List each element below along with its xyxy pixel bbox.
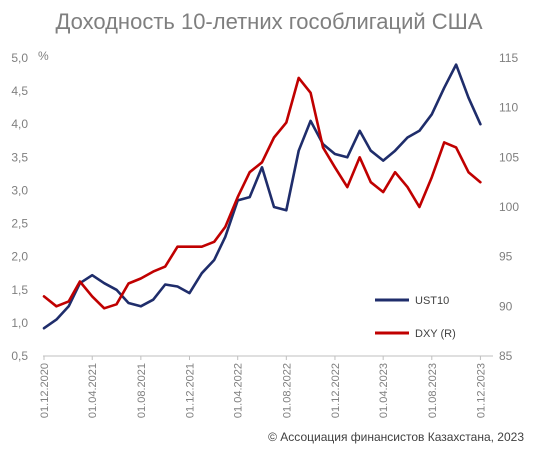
right-tick-label: 95 xyxy=(499,250,513,264)
x-tick-label: 01.12.2023 xyxy=(475,363,487,418)
right-tick-label: 115 xyxy=(499,51,518,65)
left-axis-unit-label: % xyxy=(38,49,49,63)
right-tick-label: 105 xyxy=(499,150,519,164)
x-axis-ticks: 01.12.2020 01.04.2021 01.08.2021 01.12.2021… xyxy=(39,356,487,418)
chart-title: Доходность 10-летних гособлигаций США xyxy=(55,9,482,34)
x-tick-label: 01.12.2021 xyxy=(184,363,196,418)
legend-label-ust10: UST10 xyxy=(415,295,449,307)
legend-label-dxy: DXY (R) xyxy=(415,328,456,340)
series-lines xyxy=(42,63,482,330)
x-tick-label: 01.12.2022 xyxy=(330,363,342,418)
x-tick-label: 01.04.2022 xyxy=(233,363,245,418)
left-tick-label: 2,5 xyxy=(11,217,28,231)
left-tick-label: 1,0 xyxy=(11,316,28,330)
right-tick-label: 90 xyxy=(499,299,513,313)
left-tick-label: 5,0 xyxy=(11,51,28,65)
right-axis-ticks: 115 110 105 100 95 90 85 xyxy=(499,51,519,363)
x-tick-label: 01.04.2023 xyxy=(378,363,390,418)
left-tick-label: 1,5 xyxy=(11,283,28,297)
x-tick-label: 01.04.2021 xyxy=(87,363,99,418)
left-tick-label: 3,5 xyxy=(11,150,28,164)
left-tick-label: 4,5 xyxy=(11,84,28,98)
right-tick-label: 85 xyxy=(499,349,513,363)
footer-copyright: © Ассоциация финансистов Казахстана, 202… xyxy=(268,430,524,444)
left-tick-label: 2,0 xyxy=(11,250,28,264)
x-tick-label: 01.08.2022 xyxy=(281,363,293,418)
legend: UST10 DXY (R) xyxy=(375,295,456,340)
left-axis-ticks: 5,0 4,5 4,0 3,5 3,0 2,5 2,0 1,5 1,0 0,5 xyxy=(11,51,28,363)
x-tick-label: 01.08.2021 xyxy=(136,363,148,418)
x-tick-label: 01.08.2023 xyxy=(427,363,439,418)
right-tick-label: 110 xyxy=(499,101,518,115)
left-tick-label: 4,0 xyxy=(11,117,28,131)
series-line-dxy xyxy=(42,76,482,310)
series-line-ust10 xyxy=(42,63,482,330)
left-tick-label: 0,5 xyxy=(11,349,28,363)
right-tick-label: 100 xyxy=(499,200,519,214)
x-tick-label: 01.12.2020 xyxy=(39,363,51,418)
left-tick-label: 3,0 xyxy=(11,183,28,197)
